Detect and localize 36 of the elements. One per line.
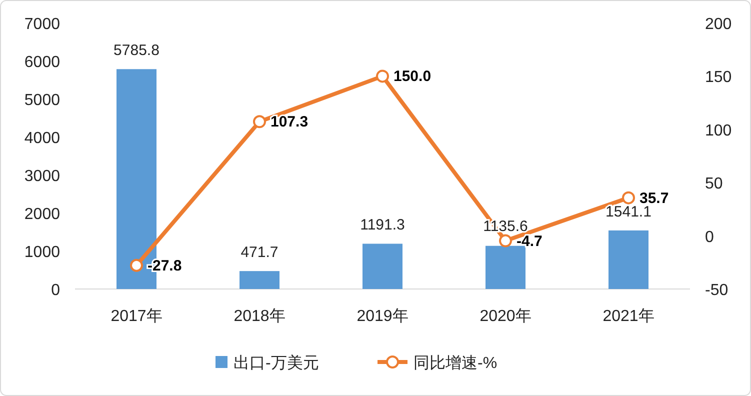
data-label: -4.7 [516,232,542,250]
data-label: 471.7 [240,244,278,262]
y2-tick-label: 0 [705,228,714,246]
point [253,115,266,128]
legend-label: 同比增速-% [414,354,498,372]
data-label: 107.3 [270,114,308,131]
bar [608,230,648,289]
legend-label: 出口-万美元 [234,354,319,372]
data-label: 1191.3 [360,216,405,234]
data-label: 5785.8 [114,42,160,60]
bar [362,244,402,289]
y2-tick-label: 200 [705,16,732,33]
x-tick-label: 2019年 [356,308,408,325]
y2-tick-label: 150 [705,69,732,86]
y-tick-label: 0 [51,282,60,299]
y-tick-label: 2000 [24,206,60,223]
y-tick-label: 3000 [24,168,60,185]
y2-tick-label: 50 [705,176,723,193]
y-tick-label: 4000 [24,130,60,147]
y-tick-label: 5000 [24,92,60,109]
y-tick-label: 7000 [24,16,60,33]
point [376,70,389,83]
x-tick-label: 2018年 [234,308,286,325]
point [622,191,635,204]
y-tick-label: 1000 [24,244,60,261]
x-tick-label: 2020年 [480,308,532,325]
y-tick-label: 6000 [24,54,60,71]
data-label: 150.0 [394,68,432,86]
bar [486,246,526,289]
point [130,258,143,272]
x-tick-label: 2021年 [602,308,654,325]
x-tick-label: 2017年 [110,308,162,325]
bar [240,271,280,289]
y2-tick-label: -50 [705,282,728,299]
y2-tick-label: 100 [705,122,732,140]
point [499,234,512,248]
